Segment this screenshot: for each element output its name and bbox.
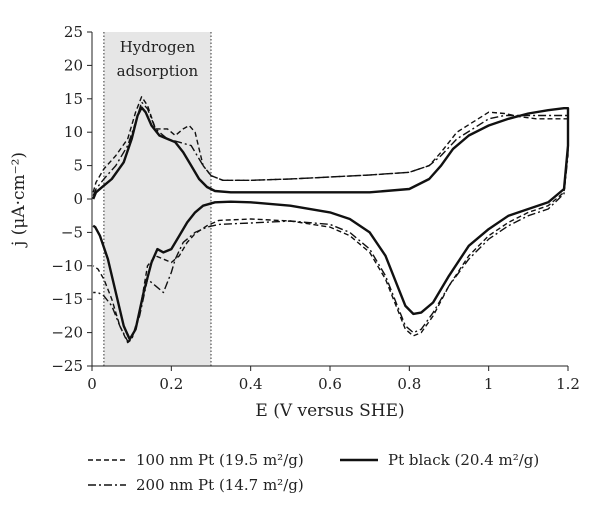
- chart-series: [92, 96, 570, 344]
- legend-label-3: Pt black (20.4 m²/g): [388, 451, 539, 469]
- x-axis-label: E (V versus SHE): [255, 401, 404, 421]
- x-tick-label: 1: [484, 375, 494, 393]
- y-tick-label: 15: [64, 90, 83, 108]
- x-tick-label: 0.2: [159, 375, 183, 393]
- y-tick-label: 10: [64, 123, 83, 141]
- legend-label-2: 200 nm Pt (14.7 m²/g): [136, 476, 304, 494]
- legend-label-1: 100 nm Pt (19.5 m²/g): [136, 451, 304, 469]
- x-tick-label: 0.6: [318, 375, 342, 393]
- y-axis-label: j (μA·cm⁻²): [9, 152, 29, 248]
- x-tick-label: 0: [87, 375, 97, 393]
- x-tick-label: 0.8: [397, 375, 421, 393]
- chart-legend: 100 nm Pt (19.5 m²/g) 200 nm Pt (14.7 m²/…: [88, 451, 539, 494]
- y-tick-label: −10: [51, 257, 83, 275]
- y-tick-label: 0: [73, 190, 83, 208]
- x-tick-label: 0.4: [239, 375, 263, 393]
- series-line-2: [92, 101, 569, 342]
- y-tick-label: 20: [64, 56, 83, 74]
- hydrogen-adsorption-band: [103, 32, 211, 366]
- y-tick-label: −20: [51, 324, 83, 342]
- hydrogen-adsorption-region: Hydrogen adsorption: [103, 32, 212, 366]
- y-tick-label: 25: [64, 23, 83, 41]
- series-line-1: [92, 96, 569, 344]
- x-tick-label: 1.2: [556, 375, 580, 393]
- y-tick-label: 5: [73, 157, 83, 175]
- annotation-label-line1: Hydrogen: [120, 38, 196, 56]
- y-tick-label: −5: [61, 223, 83, 241]
- y-tick-label: −25: [51, 357, 83, 375]
- series-line-3: [92, 106, 570, 341]
- annotation-label-line2: adsorption: [117, 62, 199, 80]
- chart-axes: 0 0.2 0.4 0.6 0.8 1 1.2 −25 −20 −15 −10 −5 0 5 10 15 20 2…: [9, 23, 580, 421]
- y-tick-label: −15: [51, 290, 83, 308]
